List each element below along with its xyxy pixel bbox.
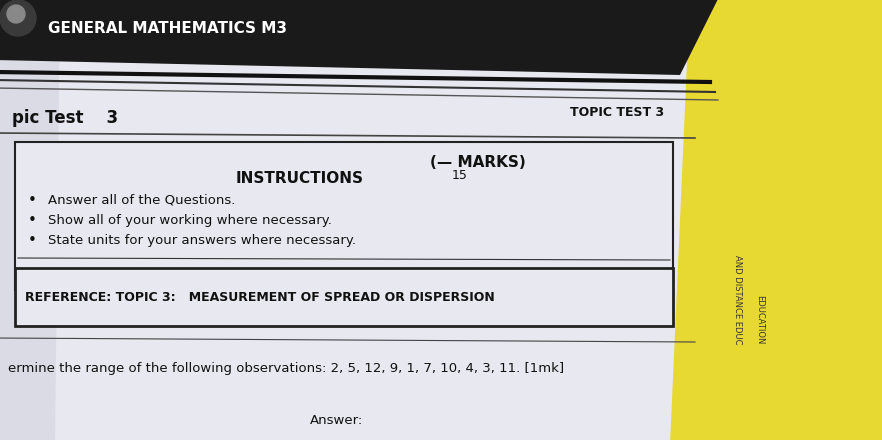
Polygon shape bbox=[0, 0, 60, 440]
Text: REFERENCE: TOPIC 3:   MEASUREMENT OF SPREAD OR DISPERSION: REFERENCE: TOPIC 3: MEASUREMENT OF SPREA… bbox=[25, 290, 495, 304]
Text: EDUCATION: EDUCATION bbox=[756, 295, 765, 345]
Text: GENERAL MATHEMATICS M3: GENERAL MATHEMATICS M3 bbox=[48, 21, 287, 36]
Polygon shape bbox=[670, 0, 882, 440]
Text: (— MARKS): (— MARKS) bbox=[430, 154, 526, 169]
Polygon shape bbox=[0, 0, 720, 440]
Text: ermine the range of the following observations: 2, 5, 12, 9, 1, 7, 10, 4, 3, 11.: ermine the range of the following observ… bbox=[8, 362, 564, 374]
Text: •: • bbox=[28, 213, 37, 227]
Text: •: • bbox=[28, 193, 37, 208]
Text: AND DISTANCE EDUC: AND DISTANCE EDUC bbox=[734, 255, 743, 345]
Text: pic Test    3: pic Test 3 bbox=[12, 109, 118, 127]
Text: Answer all of the Questions.: Answer all of the Questions. bbox=[48, 194, 235, 206]
Text: 15: 15 bbox=[452, 169, 467, 181]
Circle shape bbox=[7, 5, 25, 23]
Polygon shape bbox=[0, 0, 720, 75]
Text: TOPIC TEST 3: TOPIC TEST 3 bbox=[570, 106, 664, 118]
FancyBboxPatch shape bbox=[15, 268, 673, 326]
FancyBboxPatch shape bbox=[15, 142, 673, 290]
Text: State units for your answers where necessary.: State units for your answers where neces… bbox=[48, 234, 356, 246]
Circle shape bbox=[0, 0, 36, 36]
Text: INSTRUCTIONS: INSTRUCTIONS bbox=[236, 171, 364, 186]
Text: Show all of your working where necessary.: Show all of your working where necessary… bbox=[48, 213, 332, 227]
Text: •: • bbox=[28, 232, 37, 247]
Text: Answer:: Answer: bbox=[310, 414, 363, 426]
